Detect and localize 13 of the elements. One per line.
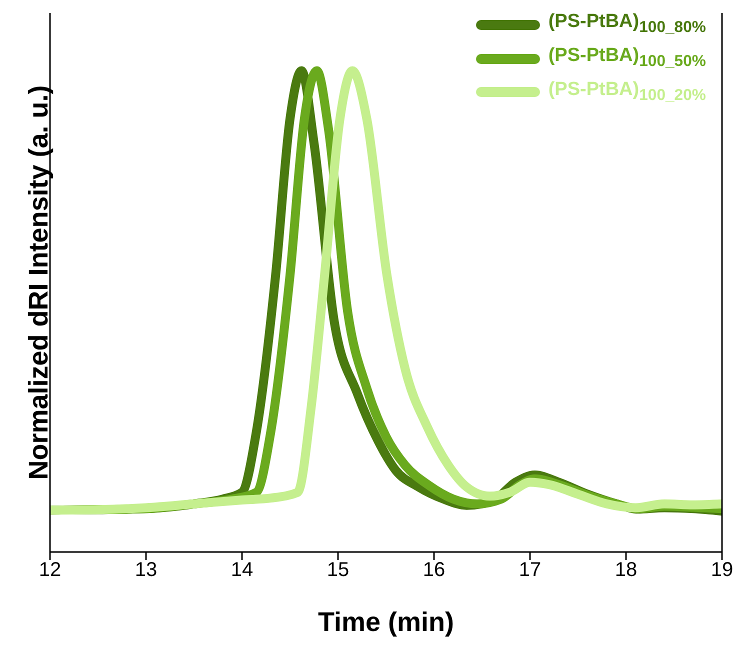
x-tick-label: 12 [38, 559, 62, 582]
legend-label: (PS-PtBA)$_{100_80%}$ [548, 10, 706, 38]
y-axis-title: Normalized dRI Intensity (a. u.) [24, 85, 54, 480]
x-tick-label: 16 [422, 559, 446, 582]
legend-label: (PS-PtBA)$_{100_20%}$ [548, 78, 706, 106]
x-tick-label: 19 [710, 559, 734, 582]
x-tick-label: 15 [326, 559, 350, 582]
x-tick-label: 17 [518, 559, 542, 582]
x-tick-label: 14 [230, 559, 254, 582]
x-tick-label: 13 [134, 559, 158, 582]
x-tick-label: 18 [614, 559, 638, 582]
x-axis-title: Time (min) [318, 607, 454, 638]
legend-label: (PS-PtBA)$_{100_50%}$ [548, 44, 706, 72]
